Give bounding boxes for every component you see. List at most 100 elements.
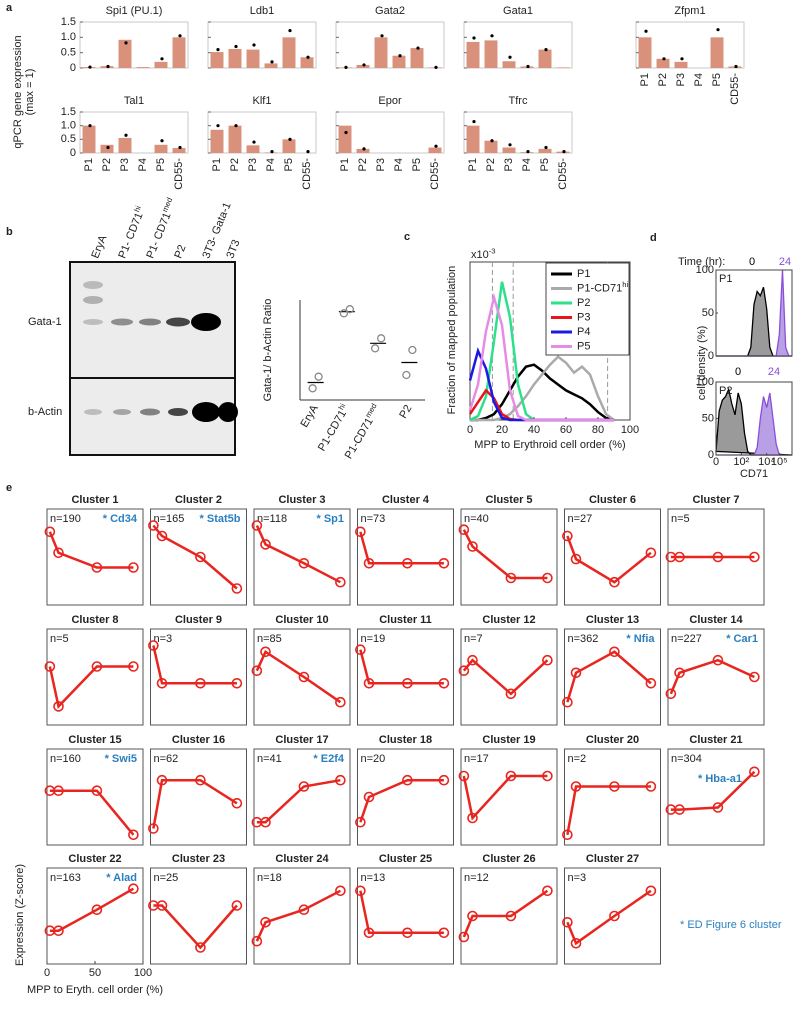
cluster-point bbox=[609, 910, 620, 922]
series-line bbox=[470, 363, 615, 422]
cluster-line bbox=[462, 774, 548, 821]
x-tick-label: 10⁵ bbox=[771, 456, 788, 468]
y-axis-label: cell density (%) bbox=[696, 326, 708, 401]
replicate-point bbox=[544, 145, 548, 150]
cluster-point bbox=[251, 665, 263, 677]
cluster-count: n=227 bbox=[671, 633, 702, 645]
cluster-count: n=165 bbox=[154, 513, 185, 525]
cluster-line bbox=[48, 665, 134, 709]
cluster-title: Cluster 10 bbox=[275, 614, 328, 626]
cluster-line bbox=[566, 535, 652, 584]
cluster-count: n=118 bbox=[257, 513, 287, 525]
bar bbox=[338, 125, 352, 153]
x-tick-label: P5 bbox=[411, 158, 423, 171]
cluster-count: n=25 bbox=[154, 872, 179, 884]
blot-band bbox=[139, 318, 161, 326]
panel-title: Epor bbox=[378, 95, 402, 107]
replicate-point bbox=[160, 57, 164, 61]
legend-label: P2 bbox=[577, 297, 590, 309]
x-tick-label: P4 bbox=[265, 158, 277, 171]
x-tick-label: CD55- bbox=[173, 158, 185, 190]
plot-frame bbox=[667, 628, 765, 726]
cluster-point bbox=[505, 572, 517, 584]
replicate-point bbox=[376, 334, 386, 343]
cluster-count: n=18 bbox=[257, 872, 282, 884]
plot-frame bbox=[207, 21, 317, 69]
x-tick-label: 50 bbox=[89, 967, 101, 979]
cluster-point bbox=[645, 547, 657, 559]
bar bbox=[410, 48, 424, 68]
cluster-count: n=19 bbox=[361, 633, 386, 645]
cluster-point bbox=[562, 696, 573, 708]
bar bbox=[502, 147, 516, 153]
cluster-title: Cluster 14 bbox=[689, 614, 743, 626]
replicate-point bbox=[344, 65, 348, 69]
x-tick-label: P4 bbox=[393, 158, 405, 171]
bar bbox=[656, 58, 670, 68]
replicate-point bbox=[526, 64, 530, 69]
replicate-point bbox=[124, 133, 128, 137]
cluster-point bbox=[91, 562, 103, 573]
cluster-line bbox=[48, 531, 134, 569]
cluster-point bbox=[749, 551, 760, 563]
cluster-point bbox=[128, 562, 139, 573]
legend-box bbox=[545, 262, 630, 356]
bar bbox=[264, 63, 278, 68]
replicate-point bbox=[472, 36, 476, 40]
row-label: Gata-1 bbox=[28, 316, 62, 328]
cluster-point bbox=[156, 530, 168, 542]
replicate-point bbox=[178, 145, 182, 150]
cluster-point bbox=[363, 557, 375, 569]
replicate-point bbox=[288, 137, 292, 141]
blot-band bbox=[83, 319, 103, 325]
panel-title: Tal1 bbox=[124, 95, 144, 107]
y-tick-label: 0.5 bbox=[61, 47, 76, 59]
cluster-title: Cluster 27 bbox=[586, 853, 639, 865]
x-tick-label: P1 bbox=[339, 158, 351, 171]
bar bbox=[300, 57, 314, 68]
gene-label: * Swi5 bbox=[105, 753, 137, 765]
cluster-point bbox=[562, 916, 573, 928]
y-tick-label: 0 bbox=[708, 350, 714, 362]
cluster-point bbox=[542, 885, 553, 897]
cluster-title: Cluster 25 bbox=[379, 853, 432, 865]
cluster-point bbox=[505, 770, 517, 782]
blot-band bbox=[192, 402, 220, 422]
gene-label: * Sp1 bbox=[316, 513, 344, 525]
blot-band bbox=[84, 409, 102, 415]
cluster-line bbox=[359, 778, 444, 823]
cluster-point bbox=[458, 770, 470, 782]
cluster-point bbox=[298, 781, 310, 792]
bar bbox=[674, 61, 688, 68]
replicate-point bbox=[644, 29, 648, 33]
replicate-point bbox=[160, 139, 164, 143]
cluster-line bbox=[462, 889, 549, 938]
replicate-point bbox=[216, 48, 220, 52]
panel-title: Gata1 bbox=[503, 5, 533, 17]
gene-label: * Cd34 bbox=[103, 513, 138, 525]
plot-frame bbox=[79, 111, 189, 154]
plot-frame bbox=[460, 748, 558, 846]
replicate-point bbox=[544, 48, 548, 52]
cluster-point bbox=[231, 583, 243, 594]
bar bbox=[356, 64, 370, 68]
x-axis-label: MPP to Erythroid cell order (%) bbox=[474, 439, 625, 451]
x-tick-label: P5 bbox=[155, 158, 167, 171]
row-label: b-Actin bbox=[28, 406, 62, 418]
bar bbox=[466, 125, 480, 153]
x-tick-label: CD55- bbox=[729, 73, 741, 105]
legend-label: P1-CD71hi bbox=[577, 280, 629, 294]
replicate-point bbox=[472, 119, 476, 124]
y-tick-label: 100 bbox=[696, 264, 714, 276]
replicate-point bbox=[490, 34, 494, 38]
cluster-point bbox=[609, 576, 620, 588]
blot-band bbox=[83, 296, 103, 304]
cluster-point bbox=[53, 701, 64, 712]
cluster-point bbox=[467, 654, 478, 666]
cluster-count: n=5 bbox=[671, 513, 690, 525]
replicate-point bbox=[306, 55, 310, 59]
panel-title: Gata2 bbox=[375, 5, 405, 17]
cluster-point bbox=[570, 937, 582, 949]
cluster-count: n=304 bbox=[671, 753, 702, 765]
cluster-point bbox=[298, 904, 310, 916]
